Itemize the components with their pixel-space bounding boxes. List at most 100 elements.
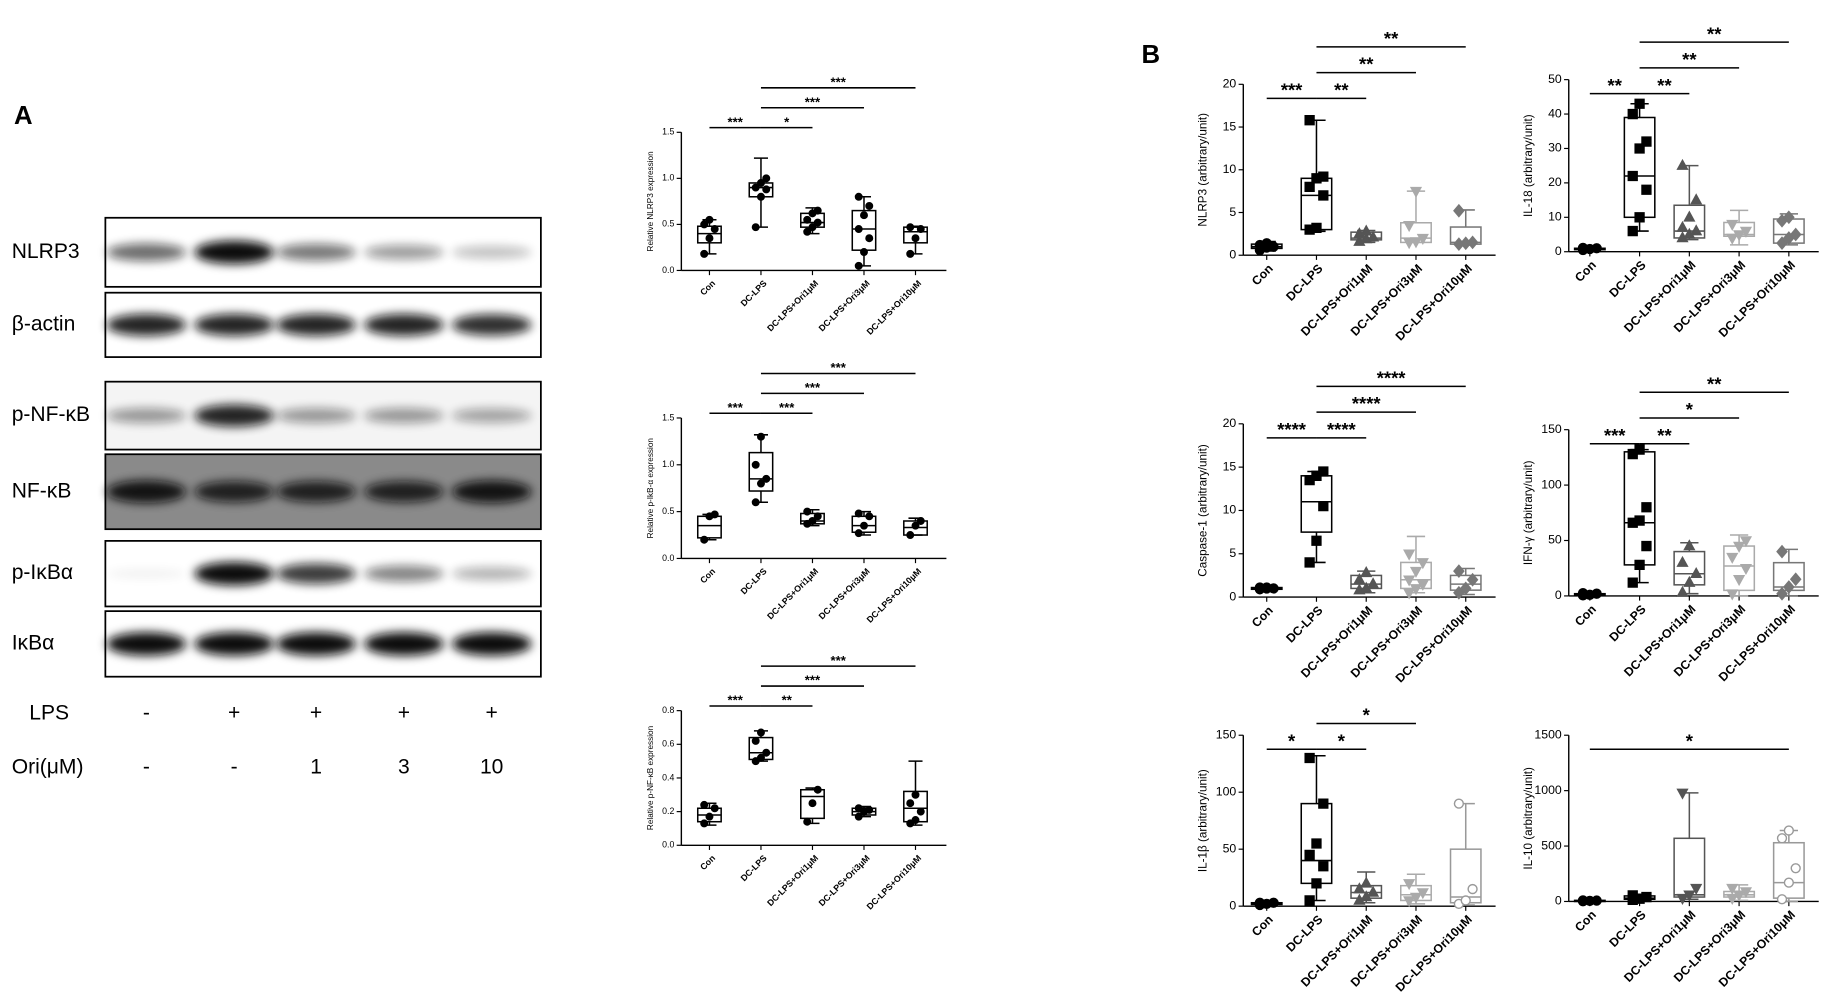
data-point (1726, 883, 1739, 895)
treatment-value: 1 (310, 756, 322, 779)
blot-band (276, 481, 356, 503)
data-point (1311, 878, 1322, 889)
whisker (1680, 792, 1699, 839)
data-point (1466, 235, 1479, 250)
x-tick-label: DC-LPS+Ori3μM (817, 278, 872, 333)
blot-band (364, 244, 444, 260)
treatment-value: 3 (398, 756, 410, 779)
y-tick-label: 0 (1555, 244, 1562, 258)
significance-label: * (1686, 730, 1694, 751)
data-point (854, 529, 863, 538)
y-tick-label: 1000 (1534, 783, 1561, 797)
data-point (860, 248, 868, 257)
data-point (1366, 577, 1380, 589)
data-point (1591, 588, 1602, 599)
data-point (1318, 798, 1329, 809)
data-point (1304, 181, 1315, 193)
box-plot: 0 5 10 15 20 Caspase-1 (arbitrary/unit) Con DC-… (1197, 367, 1496, 685)
box-plot: 0.0 0.2 0.4 0.6 0.8 Relative p-NF-κB expressi… (646, 653, 947, 912)
data-point (1733, 541, 1746, 553)
y-tick-label: 0.0 (662, 265, 674, 275)
significance-label: *** (728, 693, 744, 708)
data-point (1409, 566, 1423, 578)
y-tick-label: 0.6 (662, 739, 674, 749)
y-tick-label: 50 (1223, 841, 1237, 855)
blot-label: IκBα (12, 631, 55, 654)
data-point (916, 225, 925, 233)
data-point (751, 183, 760, 192)
data-point (854, 812, 863, 821)
blot-band (194, 632, 274, 656)
data-point (911, 521, 920, 530)
data-point (906, 249, 915, 258)
treatment-value: - (231, 756, 238, 779)
box-plot: 0 500 1000 1500 IL-10 (arbitrary/unit) Con DC-… (1522, 727, 1819, 990)
data-point (860, 521, 868, 530)
data-point (803, 215, 812, 224)
x-tick-label: DC-LPS (1283, 261, 1325, 303)
data-point (762, 174, 771, 183)
treatment-value: + (228, 702, 240, 725)
data-point (1690, 224, 1703, 236)
data-point (1261, 238, 1272, 249)
data-point (1591, 895, 1602, 906)
data-point (1690, 193, 1703, 205)
data-point (1409, 237, 1423, 249)
data-point (1676, 893, 1689, 905)
y-tick-label: 0.0 (662, 840, 674, 850)
data-point (860, 211, 868, 220)
data-point (1634, 559, 1645, 571)
whisker (1406, 873, 1426, 886)
box-plot: 0 10 20 30 40 50 IL-18 (arbitrary/unit) Con DC-L… (1522, 23, 1819, 340)
data-point (1577, 242, 1589, 254)
data-point (1409, 584, 1423, 596)
data-point (1776, 894, 1788, 905)
data-point (813, 206, 822, 215)
box (903, 226, 928, 244)
data-point (1403, 238, 1416, 250)
whisker (1456, 802, 1475, 850)
data-point (1790, 863, 1801, 874)
data-point (1783, 210, 1795, 225)
y-tick-label: 20 (1548, 175, 1562, 189)
data-point (1366, 885, 1380, 897)
data-point (865, 202, 874, 210)
treatment-value: + (310, 702, 322, 725)
y-tick-label: 0.4 (662, 772, 674, 782)
x-tick-label: DC-LPS+Ori3μM (817, 566, 872, 621)
x-tick-label: Con (1572, 908, 1599, 935)
y-axis-label: Relative p-IkB-α expression (646, 438, 655, 539)
data-point (1676, 555, 1689, 567)
blot-label: NLRP3 (12, 240, 80, 263)
data-point (1416, 888, 1429, 900)
data-point (1311, 222, 1322, 234)
blot-band (364, 313, 444, 336)
y-tick-label: 0.0 (662, 553, 674, 563)
significance-label: *** (1281, 79, 1303, 100)
data-point (1776, 544, 1788, 559)
data-point (1304, 557, 1315, 568)
data-point (854, 509, 863, 518)
data-point (1690, 883, 1703, 895)
data-point (906, 799, 915, 808)
data-point (1409, 892, 1423, 904)
y-axis-label: IL-18 (arbitrary/unit) (1522, 114, 1535, 217)
significance-label: *** (805, 380, 821, 395)
data-point (1627, 108, 1638, 120)
data-point (911, 790, 920, 799)
significance-label: *** (1604, 425, 1626, 446)
blot-band (276, 313, 356, 336)
blot-band (276, 408, 356, 424)
data-point (911, 234, 920, 243)
data-point (700, 535, 709, 544)
box (851, 515, 877, 533)
data-point (803, 507, 812, 516)
blot-band (194, 240, 274, 265)
x-tick-label: Con (1572, 602, 1599, 629)
data-point (1311, 838, 1322, 849)
data-point (854, 225, 863, 233)
significance-label: ** (1707, 23, 1722, 44)
blot-band (106, 568, 187, 579)
